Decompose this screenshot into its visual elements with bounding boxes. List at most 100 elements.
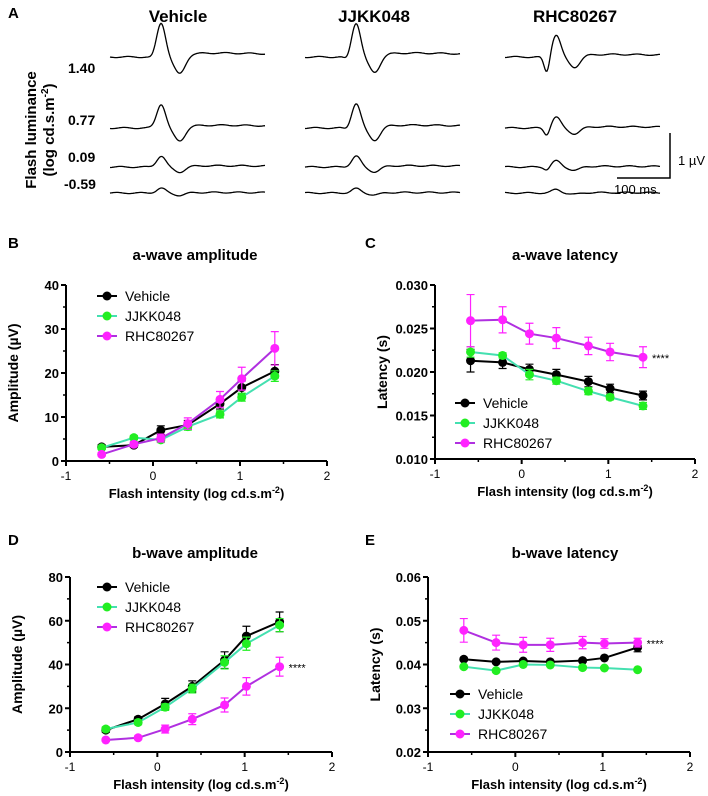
legend-label: JJKK048: [125, 308, 181, 324]
data-point: [545, 660, 555, 670]
panel-label: E: [365, 532, 375, 549]
y-tick-label: 0.06: [396, 570, 421, 585]
y-axis-label: Amplitude (µV): [9, 615, 25, 714]
data-point: [518, 660, 528, 669]
data-point: [215, 409, 225, 419]
y-tick-label: 80: [49, 570, 63, 585]
y-tick-label: 0.04: [396, 658, 422, 673]
data-point: [551, 333, 561, 343]
data-point: [518, 640, 528, 650]
y-axis-label: Latency (s): [374, 335, 390, 409]
data-point: [638, 352, 648, 362]
x-axis-label: Flash intensity (log cd.s.m-2): [113, 776, 289, 792]
y-tick-label: 0.03: [396, 701, 421, 716]
legend-label: Vehicle: [478, 686, 523, 702]
series-jjkk048: [459, 660, 643, 676]
series-rhc80267: [101, 656, 285, 745]
erg-trace-vehicle-2: [110, 155, 266, 174]
erg-trace-rhc80267-3: [504, 188, 661, 195]
series-jjkk048: [101, 617, 285, 734]
legend-label: RHC80267: [478, 726, 547, 742]
series-rhc80267: [459, 617, 643, 653]
chart-title: a-wave latency: [512, 247, 619, 264]
series-line: [101, 375, 276, 449]
x-axis-label-main: Flash intensity (log cd.s.m: [477, 484, 640, 499]
legend-marker: [455, 689, 465, 699]
legend-marker: [455, 709, 465, 719]
data-point: [466, 316, 476, 326]
y-tick-label: 30: [45, 322, 59, 337]
x-tick-label: 1: [241, 760, 248, 774]
x-axis-label: Flash intensity (log cd.s.m-2): [477, 483, 653, 499]
data-point: [133, 733, 143, 743]
series-line: [105, 665, 281, 741]
legend-label: JJKK048: [483, 415, 539, 431]
data-point: [129, 433, 139, 443]
data-point: [551, 376, 561, 386]
data-point: [605, 347, 615, 357]
y-tick-label: 0.020: [395, 365, 428, 380]
legend-label: JJKK048: [478, 706, 534, 722]
data-point: [633, 665, 643, 675]
data-point: [275, 620, 285, 630]
data-point: [466, 356, 476, 366]
data-point: [498, 315, 508, 325]
legend-label: RHC80267: [483, 435, 552, 451]
panel-label: C: [365, 235, 376, 252]
y-tick-label: 0.05: [396, 614, 421, 629]
chart-title: b-wave amplitude: [132, 545, 258, 562]
data-point: [129, 439, 139, 449]
x-tick-label: 0: [512, 760, 519, 774]
panel-a-ylabel-end: ): [41, 83, 58, 88]
data-point: [215, 394, 225, 404]
data-point: [270, 371, 280, 381]
y-tick-label: 60: [49, 614, 63, 629]
erg-trace-vehicle-0: [109, 22, 266, 74]
x-tick-label: 2: [692, 467, 699, 481]
series-vehicle: [97, 364, 280, 452]
y-tick-label: 0: [56, 745, 63, 760]
data-point: [237, 392, 247, 402]
data-point: [578, 663, 588, 673]
y-tick-label: 10: [45, 410, 59, 425]
legend-label: Vehicle: [125, 288, 170, 304]
data-point: [160, 702, 170, 712]
panel-label: D: [8, 532, 19, 549]
condition-title-rhc80267: RHC80267: [533, 7, 617, 26]
data-point: [599, 653, 609, 663]
legend-marker: [102, 602, 112, 612]
data-point: [524, 329, 534, 339]
data-point: [605, 384, 615, 394]
legend-marker: [102, 622, 112, 632]
erg-trace-vehicle-3: [109, 187, 266, 197]
series-line: [101, 370, 276, 448]
data-point: [583, 377, 593, 387]
x-tick-label: -1: [65, 760, 76, 774]
y-tick-label: 0.015: [395, 409, 428, 424]
panel-a-ylabel-sup: -2: [40, 88, 51, 97]
x-axis-label-end: ): [284, 777, 288, 792]
x-tick-label: 1: [237, 469, 244, 483]
condition-title-vehicle: Vehicle: [149, 7, 208, 26]
x-axis-label-end: ): [280, 486, 284, 501]
data-point: [133, 717, 143, 727]
scale-bar: [617, 133, 671, 179]
data-point: [241, 631, 251, 641]
x-tick-label: 0: [518, 467, 525, 481]
y-tick-label: 0.02: [396, 745, 421, 760]
scale-time-label: 100 ms: [614, 182, 657, 197]
x-axis-label: Flash intensity (log cd.s.m-2): [109, 485, 285, 501]
x-axis-label-sup: -2: [272, 485, 280, 495]
data-point: [275, 662, 285, 672]
legend-marker: [102, 582, 112, 592]
data-point: [101, 735, 111, 745]
series-jjkk048: [466, 346, 648, 411]
panel-a-ylabel-line2: (log cd.s.m-2): [40, 83, 58, 176]
erg-trace-jjkk048-1: [305, 103, 461, 142]
x-axis-label: Flash intensity (log cd.s.m-2): [471, 776, 647, 792]
x-axis-label-sup: -2: [640, 483, 648, 493]
luminance-label-2: 0.77: [68, 112, 95, 128]
x-tick-label: 2: [329, 760, 336, 774]
